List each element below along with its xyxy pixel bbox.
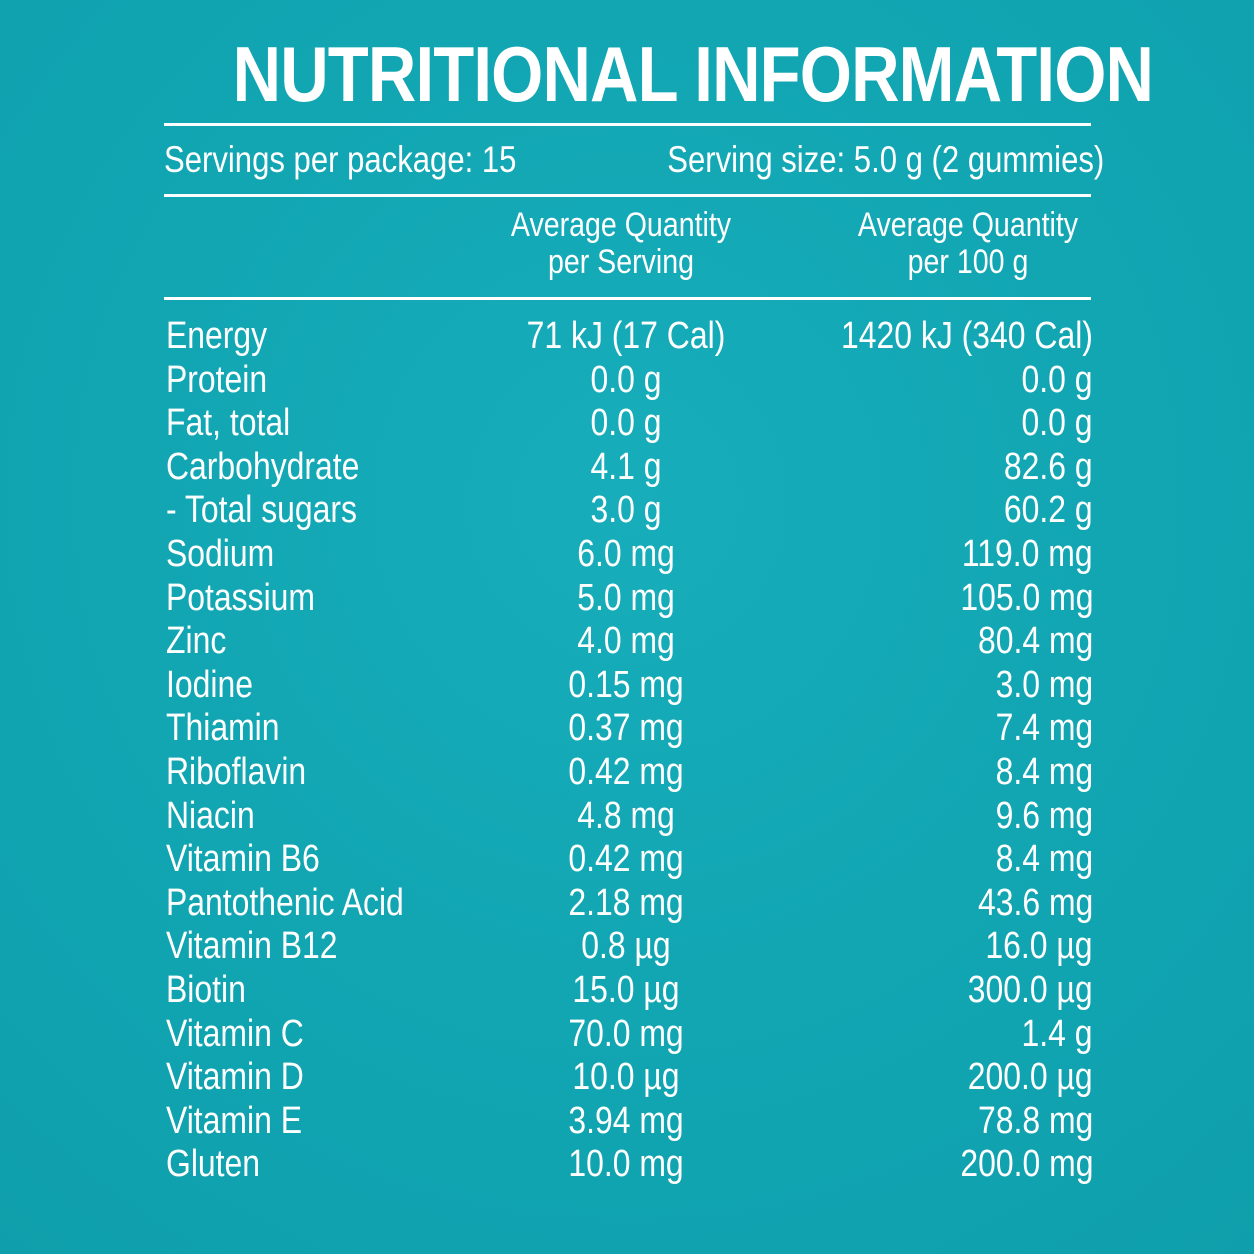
- per-serving-value: 4.0 mg: [577, 620, 675, 663]
- table-row: Niacin 4.8 mg 9.6 mg: [164, 794, 1093, 839]
- per-100g-value: 9.6 mg: [995, 794, 1093, 837]
- nutrient-name: Pantothenic Acid: [166, 881, 404, 924]
- per-serving-value: 0.42 mg: [568, 838, 684, 881]
- per-serving-value: 0.0 g: [590, 358, 662, 401]
- column-headers: Average Quantity per Serving Average Qua…: [164, 197, 1091, 297]
- nutrient-name: Vitamin D: [166, 1056, 304, 1099]
- table-row: Fat, total 0.0 g 0.0 g: [164, 402, 1093, 446]
- table-row: Gluten 10.0 mg 200.0 mg: [164, 1143, 1093, 1187]
- per-100g-value: 200.0 µg: [968, 1056, 1093, 1099]
- per-serving-value: 3.0 g: [590, 489, 662, 532]
- per-serving-value: 5.0 mg: [577, 576, 675, 619]
- per-serving-value: 0.8 µg: [581, 925, 671, 968]
- per-100g-value: 8.4 mg: [995, 750, 1093, 793]
- column-header-per-100g: Average Quantity per 100 g: [818, 207, 1118, 281]
- servings-per-package: Servings per package: 15: [164, 139, 517, 180]
- nutrient-name: Iodine: [166, 663, 253, 706]
- per-100g-value: 1.4 g: [1021, 1012, 1093, 1055]
- per-100g-value: 0.0 g: [1021, 358, 1093, 401]
- per-serving-value: 10.0 µg: [572, 1056, 680, 1099]
- per-serving-value: 2.18 mg: [568, 881, 684, 924]
- per-100g-value: 119.0 mg: [962, 532, 1093, 575]
- serving-info: Servings per package: 15 Serving size: 5…: [164, 126, 1104, 194]
- nutrient-name: Protein: [166, 358, 268, 401]
- table-row: Energy 71 kJ (17 Cal) 1420 kJ (340 Cal): [164, 315, 1093, 359]
- per-100g-value: 0.0 g: [1021, 402, 1093, 445]
- table-row: Carbohydrate 4.1 g 82.6 g: [164, 445, 1093, 490]
- table-row: Protein 0.0 g 0.0 g: [164, 358, 1093, 403]
- per-serving-value: 15.0 µg: [572, 968, 680, 1011]
- per-serving-value: 4.1 g: [590, 445, 662, 488]
- serving-size: Serving size: 5.0 g (2 gummies): [666, 139, 1104, 180]
- nutrient-name: Biotin: [166, 968, 246, 1011]
- table-row: Biotin 15.0 µg 300.0 µg: [164, 968, 1093, 1013]
- per-serving-value: 0.0 g: [590, 402, 662, 445]
- table-row: Thiamin 0.37 mg 7.4 mg: [164, 707, 1093, 751]
- divider-meta: [164, 194, 1091, 197]
- nutrient-name: Energy: [166, 315, 268, 357]
- per-serving-value: 4.8 mg: [577, 794, 675, 837]
- table-row: Sodium 6.0 mg 119.0 mg: [164, 532, 1093, 577]
- per-serving-value: 70.0 mg: [568, 1012, 684, 1055]
- nutrient-name: Potassium: [166, 576, 316, 619]
- table-row: Vitamin D 10.0 µg 200.0 µg: [164, 1056, 1093, 1100]
- per-serving-value: 71 kJ (17 Cal): [526, 315, 726, 357]
- per-serving-value: 0.42 mg: [568, 750, 684, 793]
- table-row: Vitamin C 70.0 mg 1.4 g: [164, 1012, 1093, 1057]
- table-row: Iodine 0.15 mg 3.0 mg: [164, 663, 1093, 708]
- nutrient-table: Energy 71 kJ (17 Cal) 1420 kJ (340 Cal) Pro…: [164, 315, 1093, 1187]
- nutrient-name: Carbohydrate: [166, 445, 360, 488]
- per-serving-value: 0.15 mg: [568, 663, 684, 706]
- nutrient-name: Gluten: [166, 1143, 261, 1186]
- per-100g-value: 105.0 mg: [959, 576, 1093, 619]
- table-row: Potassium 5.0 mg 105.0 mg: [164, 576, 1093, 621]
- per-100g-value: 82.6 g: [1004, 445, 1093, 488]
- nutrient-name: Sodium: [166, 532, 275, 575]
- column-header-line: per Serving: [547, 243, 695, 281]
- nutrient-name: Vitamin B6: [166, 838, 320, 881]
- page-title: NUTRITIONAL INFORMATION: [232, 30, 1154, 118]
- per-serving-value: 10.0 mg: [568, 1143, 684, 1186]
- nutrient-name: Fat, total: [166, 402, 291, 445]
- nutrient-name: Vitamin B12: [166, 925, 338, 968]
- per-100g-value: 43.6 mg: [977, 881, 1093, 924]
- column-header-per-serving: Average Quantity per Serving: [471, 207, 771, 281]
- per-100g-value: 78.8 mg: [977, 1099, 1093, 1142]
- per-serving-value: 0.37 mg: [568, 707, 684, 750]
- per-100g-value: 1420 kJ (340 Cal): [841, 315, 1093, 357]
- nutrient-name: - Total sugars: [166, 489, 358, 532]
- nutrient-name: Vitamin E: [166, 1099, 303, 1142]
- nutrient-name: Riboflavin: [166, 750, 307, 793]
- per-serving-value: 6.0 mg: [577, 532, 675, 575]
- table-row: Zinc 4.0 mg 80.4 mg: [164, 620, 1093, 664]
- table-row: Vitamin B6 0.42 mg 8.4 mg: [164, 838, 1093, 882]
- per-serving-value: 3.94 mg: [568, 1099, 684, 1142]
- table-row: Vitamin B12 0.8 µg 16.0 µg: [164, 925, 1093, 969]
- table-row: - Total sugars 3.0 g 60.2 g: [164, 489, 1093, 533]
- nutrient-name: Zinc: [166, 620, 227, 663]
- per-100g-value: 300.0 µg: [968, 968, 1093, 1011]
- divider-top: [164, 123, 1091, 126]
- table-row: Pantothenic Acid 2.18 mg 43.6 mg: [164, 881, 1093, 926]
- nutrient-name: Niacin: [166, 794, 255, 837]
- divider-header: [164, 297, 1091, 300]
- nutrient-name: Vitamin C: [166, 1012, 304, 1055]
- table-row: Riboflavin 0.42 mg 8.4 mg: [164, 750, 1093, 795]
- per-100g-value: 16.0 µg: [985, 925, 1093, 968]
- nutrition-panel: NUTRITIONAL INFORMATION Servings per pac…: [164, 28, 1154, 1187]
- column-header-line: per 100 g: [907, 243, 1029, 281]
- per-100g-value: 7.4 mg: [995, 707, 1093, 750]
- per-100g-value: 80.4 mg: [977, 620, 1093, 663]
- per-100g-value: 8.4 mg: [995, 838, 1093, 881]
- column-header-line: Average Quantity: [510, 206, 732, 244]
- column-header-line: Average Quantity: [857, 206, 1079, 244]
- per-100g-value: 200.0 mg: [959, 1143, 1093, 1186]
- per-100g-value: 3.0 mg: [995, 663, 1093, 706]
- nutrient-name: Thiamin: [166, 707, 280, 750]
- table-row: Vitamin E 3.94 mg 78.8 mg: [164, 1099, 1093, 1144]
- per-100g-value: 60.2 g: [1004, 489, 1093, 532]
